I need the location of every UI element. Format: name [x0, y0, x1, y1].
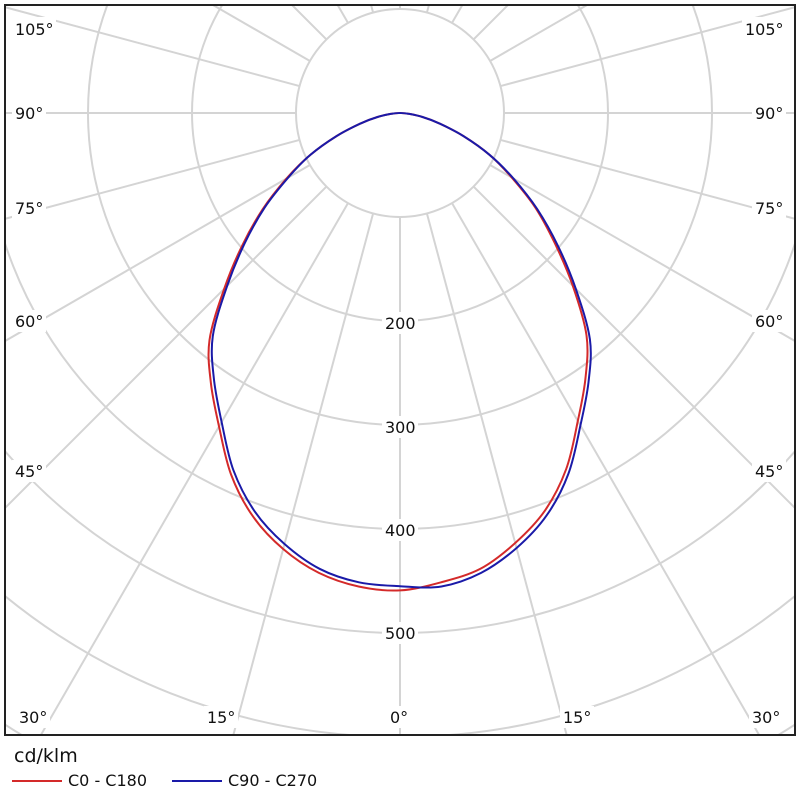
label-left-105: 105°: [15, 20, 54, 39]
ring-labels: 200 300 400 500: [382, 312, 418, 644]
legend-swatch-blue: [172, 779, 222, 782]
label-left-45: 45°: [15, 462, 43, 481]
label-left-90: 90°: [15, 104, 43, 123]
label-right-60: 60°: [755, 312, 783, 331]
intensity-curves: [207, 112, 592, 592]
label-right-75: 75°: [755, 199, 783, 218]
curve-c0-c180: [207, 112, 589, 592]
polar-chart: 105° 90° 75° 60° 45° 105° 90° 75° 60° 45…: [4, 4, 796, 736]
ring-label-300: 300: [385, 418, 416, 437]
label-bottom-left-30: 30°: [19, 708, 47, 727]
legend-item-c90-c270: C90 - C270: [172, 771, 317, 790]
unit-label: cd/klm: [14, 745, 78, 767]
label-right-45: 45°: [755, 462, 783, 481]
label-bottom-right-30: 30°: [752, 708, 780, 727]
label-right-105: 105°: [745, 20, 784, 39]
angle-labels: 105° 90° 75° 60° 45° 105° 90° 75° 60° 45…: [12, 17, 786, 728]
legend-label: C90 - C270: [228, 771, 318, 790]
label-bottom-left-15: 15°: [207, 708, 235, 727]
label-left-75: 75°: [15, 199, 43, 218]
legend: cd/klm C0 - C180 C90 - C270: [0, 740, 800, 800]
ring-label-500: 500: [385, 624, 416, 643]
ring-label-200: 200: [385, 314, 416, 333]
label-right-90: 90°: [755, 104, 783, 123]
label-left-60: 60°: [15, 312, 43, 331]
curve-c90-c270: [210, 112, 592, 589]
label-bottom-right-15: 15°: [563, 708, 591, 727]
label-bottom-0: 0°: [390, 708, 408, 727]
legend-swatch-red: [12, 779, 62, 782]
legend-item-c0-c180: C0 - C180: [12, 771, 147, 790]
ring-label-400: 400: [385, 521, 416, 540]
plot-frame: [4, 4, 796, 736]
legend-label: C0 - C180: [68, 771, 148, 790]
